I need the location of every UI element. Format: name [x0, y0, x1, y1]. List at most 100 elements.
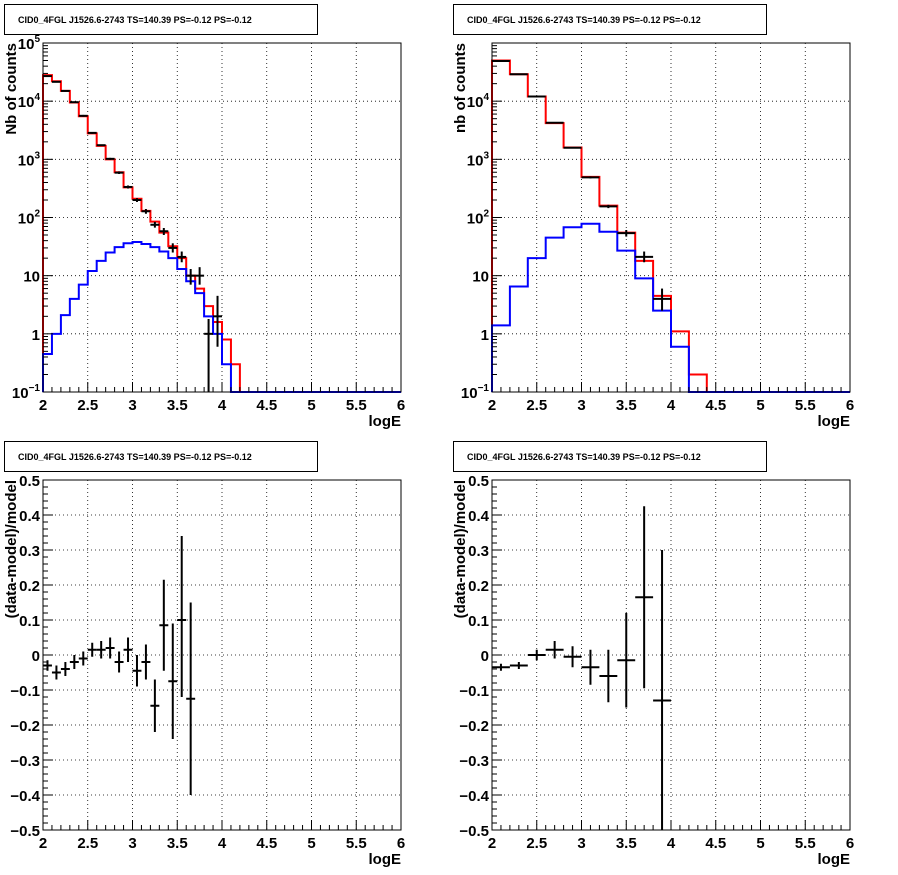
x-tick-label: 6 — [397, 835, 405, 852]
y-axis-title: (data-model)/model — [452, 480, 469, 618]
data-point — [527, 95, 546, 98]
chart-panel-1: CID0_4FGL J1526.6-2743 TS=140.39 PS=-0.1… — [3, 4, 405, 430]
x-tick-label: 4.5 — [256, 397, 277, 414]
x-tick-label: 2 — [488, 835, 496, 852]
x-tick-label: 4.5 — [705, 835, 726, 852]
y-axis-title: Nb of counts — [3, 43, 20, 135]
data-point — [69, 101, 79, 104]
x-axis-title: logE — [369, 851, 402, 868]
data-point — [105, 637, 115, 659]
x-tick-label: 2.5 — [77, 397, 98, 414]
data-point — [123, 185, 133, 189]
data-point — [635, 506, 654, 689]
x-axis-title: logE — [369, 413, 402, 430]
y-tick-label: 1 — [481, 327, 489, 344]
y-tick-label: 10−1 — [12, 383, 41, 402]
y-tick-label: 0.5 — [468, 473, 489, 490]
data-point — [43, 75, 52, 78]
data-point — [87, 131, 97, 134]
x-tick-label: 5.5 — [795, 397, 816, 414]
y-tick-label: −0.5 — [459, 823, 489, 840]
y-tick-label: 0 — [481, 648, 489, 665]
data-point — [509, 662, 528, 669]
data-point — [617, 229, 636, 237]
data-point — [527, 649, 546, 661]
y-tick-label: 0.4 — [468, 508, 490, 525]
data-point — [123, 637, 133, 662]
x-tick-label: 6 — [846, 835, 854, 852]
data-point — [105, 157, 115, 160]
data-point — [195, 267, 205, 285]
data-point — [132, 198, 142, 202]
y-tick-label: 10 — [23, 269, 40, 286]
data-point — [563, 146, 582, 149]
x-tick-label: 2 — [39, 835, 47, 852]
data-point — [168, 243, 178, 253]
x-axis-title: logE — [818, 851, 851, 868]
data-point — [204, 318, 214, 392]
data-point — [141, 644, 151, 680]
y-tick-label: 0.2 — [468, 578, 489, 595]
x-tick-label: 2 — [39, 397, 47, 414]
data-point — [213, 295, 222, 347]
x-tick-label: 5.5 — [346, 835, 367, 852]
chart-panel-2: CID0_4FGL J1526.6-2743 TS=140.39 PS=-0.1… — [452, 4, 854, 430]
y-tick-label: −0.5 — [10, 823, 40, 840]
x-tick-label: 3.5 — [616, 835, 637, 852]
data-point — [132, 655, 142, 687]
y-tick-label: −0.4 — [10, 788, 40, 805]
y-axis-title: nb of counts — [452, 43, 469, 133]
x-tick-label: 3 — [577, 397, 585, 414]
title-box — [453, 441, 767, 472]
x-tick-label: 2.5 — [77, 835, 98, 852]
data-point — [51, 665, 61, 680]
data-point — [69, 655, 79, 669]
x-tick-label: 5 — [756, 397, 764, 414]
chart-panel-3: CID0_4FGL J1526.6-2743 TS=140.39 PS=-0.1… — [3, 441, 405, 868]
data-point — [78, 114, 88, 117]
chart-title: CID0_4FGL J1526.6-2743 TS=140.39 PS=-0.1… — [18, 15, 252, 25]
y-tick-label: 0 — [32, 648, 40, 665]
data-point — [635, 251, 654, 263]
y-tick-label: 0.1 — [468, 613, 489, 630]
data-point — [51, 80, 61, 83]
y-tick-label: −0.2 — [10, 718, 40, 735]
y-tick-label: −0.3 — [459, 753, 489, 770]
x-tick-label: 4 — [218, 397, 227, 414]
y-tick-label: −0.1 — [459, 683, 489, 700]
y-tick-label: 105 — [18, 34, 41, 53]
data-point — [545, 121, 564, 124]
data-point — [599, 649, 618, 703]
data-point — [60, 662, 70, 676]
data-point — [186, 269, 196, 285]
x-tick-label: 5 — [756, 835, 764, 852]
data-point — [78, 651, 88, 666]
y-tick-label: 0.3 — [468, 543, 489, 560]
data-point — [150, 679, 160, 732]
x-tick-label: 3 — [577, 835, 585, 852]
x-tick-label: 3.5 — [616, 397, 637, 414]
data-point — [114, 171, 124, 174]
data-point — [545, 641, 564, 659]
title-box — [453, 4, 767, 35]
title-box — [4, 441, 318, 472]
x-tick-label: 4 — [667, 835, 676, 852]
data-point — [96, 144, 106, 147]
data-point — [141, 209, 151, 214]
y-tick-label: 0.5 — [19, 473, 40, 490]
y-tick-label: 102 — [467, 209, 490, 228]
title-box — [4, 4, 318, 35]
y-tick-label: 10 — [472, 269, 489, 286]
y-tick-label: 0.3 — [19, 543, 40, 560]
y-tick-label: 104 — [18, 92, 41, 111]
data-point — [114, 651, 124, 673]
y-tick-label: 104 — [467, 92, 490, 111]
x-tick-label: 3 — [128, 397, 136, 414]
data-point — [60, 89, 70, 92]
data-point — [87, 642, 97, 657]
data-point — [581, 649, 600, 685]
data-point — [150, 221, 160, 228]
chart-title: CID0_4FGL J1526.6-2743 TS=140.39 PS=-0.1… — [467, 15, 701, 25]
x-tick-label: 3 — [128, 835, 136, 852]
